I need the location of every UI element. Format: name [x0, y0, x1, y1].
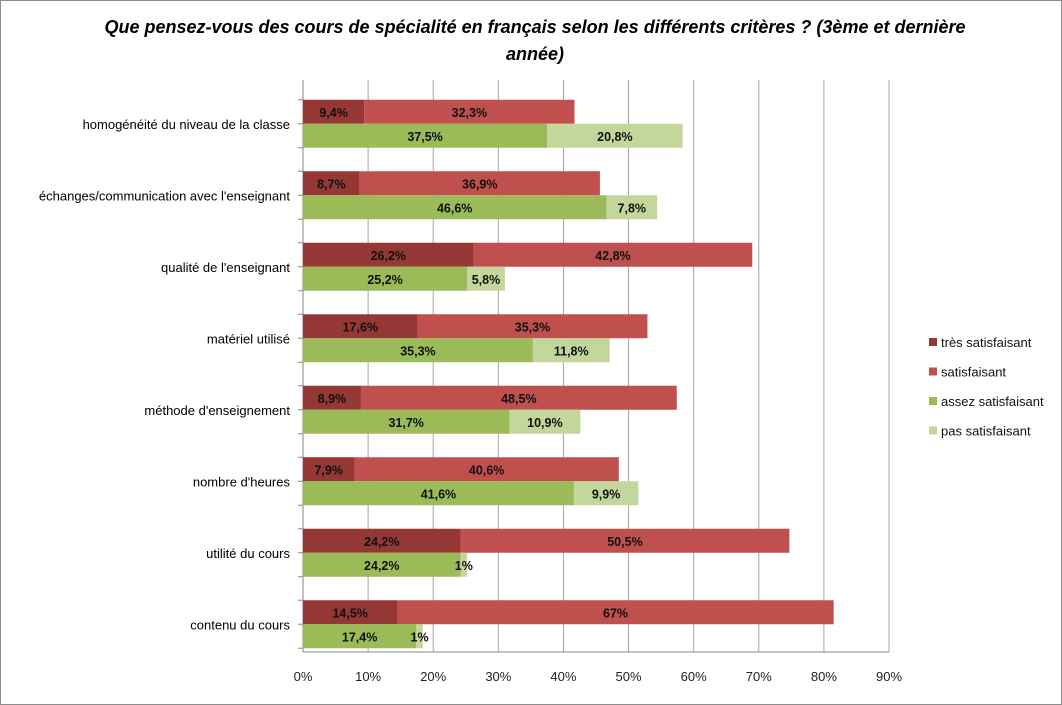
- x-tick-label: 10%: [355, 669, 381, 684]
- data-label: 1%: [411, 630, 429, 644]
- data-label: 17,6%: [343, 320, 378, 334]
- bar-segment: [303, 385, 361, 410]
- bar-segment: [473, 242, 753, 267]
- bar-segment: [397, 600, 834, 625]
- x-tick-label: 90%: [876, 669, 902, 684]
- data-label: 42,8%: [595, 249, 630, 263]
- legend-swatch: [929, 338, 937, 346]
- legend-swatch: [929, 367, 937, 376]
- data-label: 7,8%: [618, 201, 647, 215]
- bar-segment: [303, 171, 360, 196]
- bar-segment: [303, 528, 461, 553]
- data-label: 20,8%: [597, 130, 632, 144]
- x-tick-label: 50%: [616, 669, 642, 684]
- bar-segment: [547, 123, 683, 148]
- bar-segment: [303, 552, 461, 577]
- data-label: 9,4%: [319, 106, 348, 120]
- data-label: 8,7%: [317, 177, 346, 191]
- legend-label: très satisfaisant: [941, 335, 1032, 350]
- category-label: nombre d'heures: [193, 474, 291, 489]
- legend-label: assez satisfaisant: [941, 394, 1044, 409]
- x-tick-label: 30%: [485, 669, 511, 684]
- data-label: 7,9%: [314, 463, 343, 477]
- bar-segment: [303, 123, 548, 148]
- category-label: méthode d'enseignement: [144, 403, 290, 418]
- x-tick-label: 80%: [811, 669, 837, 684]
- bar-segment: [303, 338, 533, 363]
- data-label: 1%: [455, 559, 473, 573]
- data-label: 31,7%: [388, 416, 423, 430]
- data-label: 50,5%: [607, 535, 642, 549]
- data-label: 25,2%: [367, 273, 402, 287]
- data-label: 17,4%: [342, 630, 377, 644]
- data-label: 32,3%: [452, 106, 487, 120]
- bar-segment: [360, 385, 677, 410]
- bar-segment: [354, 457, 619, 482]
- x-tick-label: 60%: [681, 669, 707, 684]
- bar-segment: [573, 481, 639, 506]
- bar-segment: [417, 314, 648, 339]
- data-label: 8,9%: [318, 392, 347, 406]
- category-label: échanges/communication avec l'enseignant: [39, 188, 290, 203]
- x-tick-label: 20%: [420, 669, 446, 684]
- bar-segment: [303, 624, 417, 649]
- bar-segment: [303, 481, 574, 506]
- data-label: 5,8%: [472, 273, 501, 287]
- category-label: qualité de l'enseignant: [161, 260, 290, 275]
- x-tick-label: 40%: [550, 669, 576, 684]
- x-tick-label: 70%: [746, 669, 772, 684]
- data-label: 35,3%: [400, 344, 435, 358]
- category-label: matériel utilisé: [207, 331, 290, 346]
- bar-segment: [467, 266, 505, 291]
- bar-segment: [416, 624, 423, 649]
- bar-segment: [303, 266, 468, 291]
- data-label: 40,6%: [469, 463, 504, 477]
- data-label: 9,9%: [592, 487, 621, 501]
- data-label: 14,5%: [332, 606, 367, 620]
- bar-segment: [303, 314, 418, 339]
- data-label: 36,9%: [462, 177, 497, 191]
- data-label: 26,2%: [371, 249, 406, 263]
- data-label: 10,9%: [527, 416, 562, 430]
- bar-segment: [303, 600, 398, 625]
- data-label: 24,2%: [364, 535, 399, 549]
- data-label: 46,6%: [437, 201, 472, 215]
- data-label: 37,5%: [407, 130, 442, 144]
- data-label: 41,6%: [421, 487, 456, 501]
- bar-segment: [532, 338, 610, 363]
- legend-swatch: [929, 426, 937, 435]
- category-label: contenu du cours: [190, 617, 290, 632]
- chart-title: Que pensez-vous des cours de spécialité …: [104, 17, 966, 64]
- bar-segment: [509, 409, 581, 434]
- data-label: 24,2%: [364, 559, 399, 573]
- bar-segment: [364, 99, 575, 124]
- legend-label: satisfaisant: [941, 365, 1006, 380]
- bar-segment: [359, 171, 600, 196]
- data-label: 35,3%: [515, 320, 550, 334]
- bar-segment: [460, 552, 468, 577]
- category-label: homogénéité du niveau de la classe: [83, 117, 290, 132]
- category-label: utilité du cours: [206, 546, 290, 561]
- x-tick-label: 0%: [294, 669, 313, 684]
- legend-swatch: [929, 397, 937, 405]
- bar-segment: [303, 99, 365, 124]
- bar-segment: [303, 242, 474, 267]
- data-label: 11,8%: [554, 344, 589, 358]
- bar-segment: [460, 528, 790, 553]
- bar-segment: [303, 457, 355, 482]
- data-label: 48,5%: [501, 392, 536, 406]
- legend-label: pas satisfaisant: [941, 424, 1031, 439]
- data-label: 67%: [603, 606, 628, 620]
- bar-segment: [606, 195, 658, 220]
- bar-segment: [303, 409, 510, 434]
- bar-segment: [303, 195, 607, 220]
